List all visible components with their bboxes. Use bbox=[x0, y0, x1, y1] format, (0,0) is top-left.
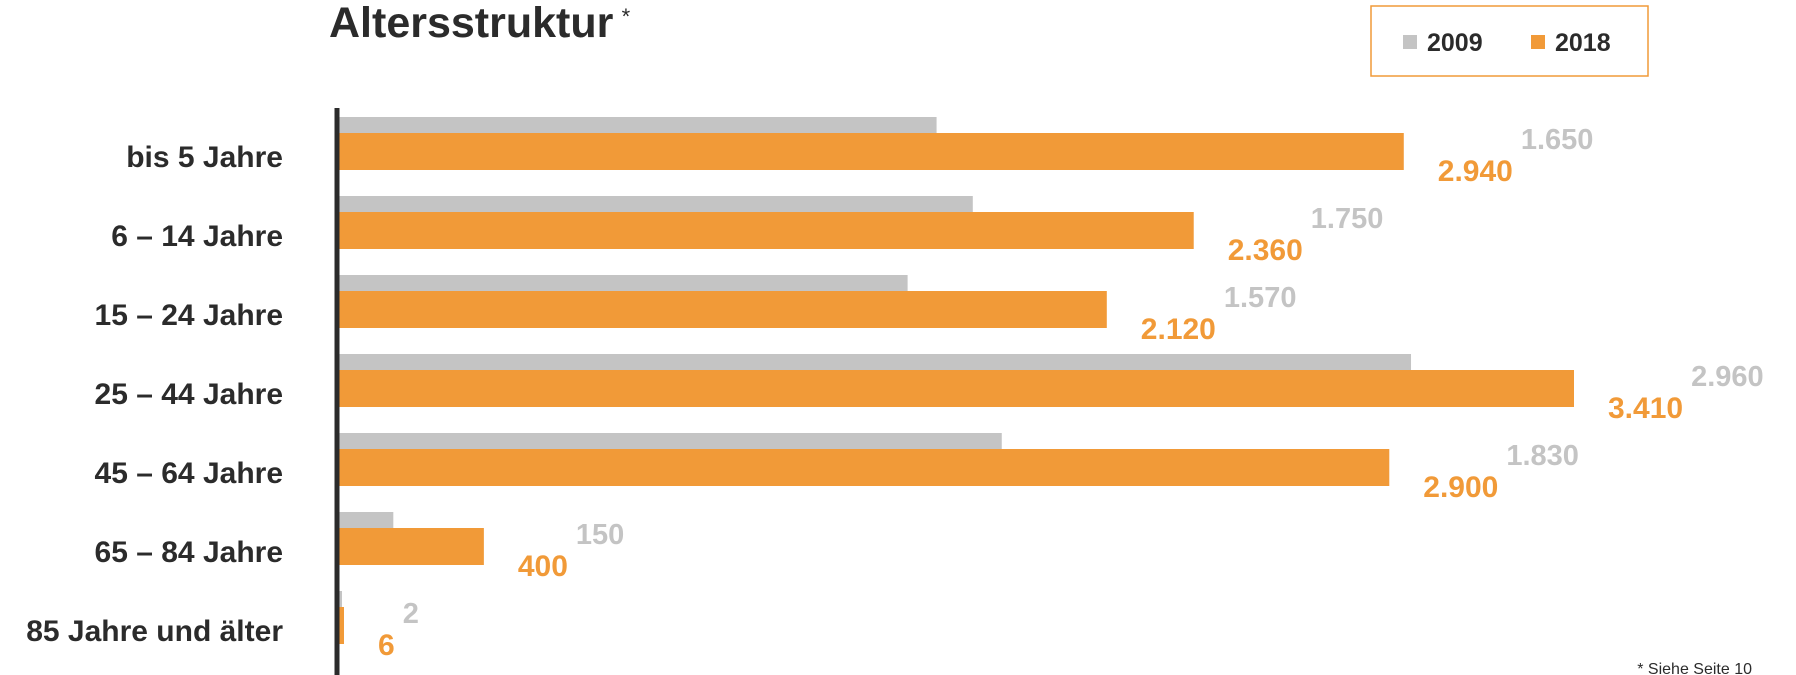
bar-2018 bbox=[339, 449, 1390, 486]
chart-title: Altersstruktur bbox=[329, 0, 614, 47]
chart-title-footnote-mark: * bbox=[622, 4, 631, 29]
value-label-2009: 2.960 bbox=[1691, 361, 1764, 393]
value-label-2009: 2 bbox=[403, 598, 419, 630]
category-label: 45 – 64 Jahre bbox=[95, 457, 283, 490]
category-labels: bis 5 Jahre 6 – 14 Jahre 15 – 24 Jahre 25 –… bbox=[26, 141, 283, 648]
value-label-2018: 2.940 bbox=[1438, 155, 1513, 188]
category-label: 6 – 14 Jahre bbox=[111, 220, 283, 253]
legend-swatch-2009 bbox=[1403, 35, 1417, 49]
value-label-2018: 2.900 bbox=[1423, 471, 1498, 504]
legend-label-2018: 2018 bbox=[1555, 29, 1611, 57]
value-label-2018: 6 bbox=[378, 629, 395, 662]
bar-marks bbox=[339, 117, 1574, 644]
value-label-2009: 1.750 bbox=[1311, 203, 1384, 235]
bar-2018 bbox=[339, 607, 344, 644]
value-label-2009: 1.570 bbox=[1224, 282, 1297, 314]
category-label: bis 5 Jahre bbox=[126, 141, 283, 174]
legend-box bbox=[1370, 5, 1649, 77]
value-label-2018: 400 bbox=[518, 550, 568, 583]
bar-2018 bbox=[339, 133, 1404, 170]
value-label-2018: 2.120 bbox=[1141, 313, 1216, 346]
category-label: 65 – 84 Jahre bbox=[95, 536, 283, 569]
legend-label-2009: 2009 bbox=[1427, 29, 1483, 57]
legend-swatch-2018 bbox=[1531, 35, 1545, 49]
chart-legend: 2009 2018 bbox=[1370, 5, 1649, 77]
value-label-2009: 150 bbox=[576, 519, 624, 551]
category-label: 85 Jahre und älter bbox=[26, 615, 283, 648]
bar-2018 bbox=[339, 528, 484, 565]
footnote: * Siehe Seite 10 bbox=[1637, 661, 1752, 675]
category-label: 25 – 44 Jahre bbox=[95, 378, 283, 411]
value-label-2018: 2.360 bbox=[1228, 234, 1303, 267]
value-label-2018: 3.410 bbox=[1608, 392, 1683, 425]
bar-2018 bbox=[339, 212, 1194, 249]
value-label-2009: 1.650 bbox=[1521, 124, 1594, 156]
bar-2018 bbox=[339, 291, 1107, 328]
bar-2018 bbox=[339, 370, 1574, 407]
value-label-2009: 1.830 bbox=[1506, 440, 1579, 472]
category-label: 15 – 24 Jahre bbox=[95, 299, 283, 332]
